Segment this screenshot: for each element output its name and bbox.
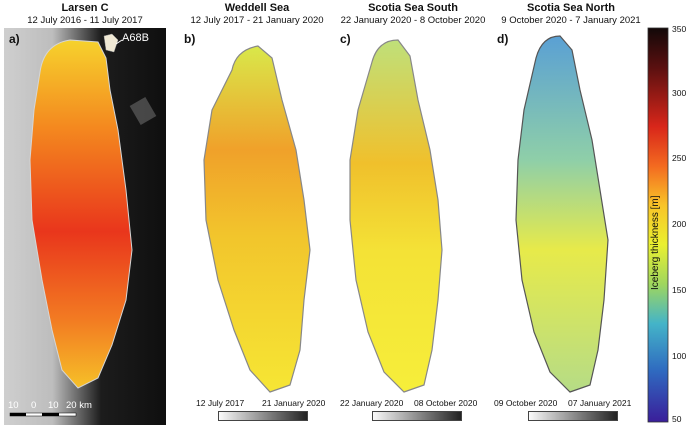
iceberg-shape-c [349, 39, 443, 393]
scale-label-0: 0 [31, 400, 37, 411]
timebar-d-start: 09 October 2020 [494, 398, 558, 408]
a68b-pointer [115, 39, 123, 45]
timebar-d-end: 07 January 2021 [568, 398, 632, 408]
panel-title-d: Scotia Sea North [526, 2, 616, 14]
timebar-c-start: 22 January 2020 [340, 398, 404, 408]
panel-title-c: Scotia Sea South [368, 2, 458, 14]
iceberg-shape-a [29, 39, 133, 389]
panel-subtitle-d: 9 October 2020 - 7 January 2021 [501, 15, 641, 26]
a68b-label: A68B [122, 32, 149, 44]
scale-label-10: 10 [48, 400, 59, 411]
panel-title-a: Larsen C [61, 2, 109, 14]
colorbar-tick-200: 200 [672, 219, 687, 229]
timebar-b [218, 411, 308, 421]
a68b-fragment [103, 33, 119, 53]
colorbar-tick-50: 50 [672, 414, 682, 424]
panel-subtitle-a: 12 July 2016 - 11 July 2017 [27, 15, 143, 26]
panel-letter-c: c) [340, 32, 351, 46]
scale-label-20km: 20 km [66, 400, 92, 411]
panel-letter-b: b) [184, 32, 196, 46]
colorbar-tick-100: 100 [672, 351, 687, 361]
colorbar-tick-350: 350 [672, 24, 687, 34]
iceberg-shape-d [515, 35, 609, 393]
panel-letter-d: d) [497, 32, 509, 46]
timebar-c [372, 411, 462, 421]
panel-subtitle-c: 22 January 2020 - 8 October 2020 [340, 15, 486, 26]
colorbar-tick-300: 300 [672, 88, 687, 98]
panel-title-b: Weddell Sea [224, 2, 290, 14]
colorbar-tick-250: 250 [672, 153, 687, 163]
scale-bar [9, 412, 77, 417]
colorbar-tick-150: 150 [672, 285, 687, 295]
timebar-d [528, 411, 618, 421]
colorbar [647, 27, 669, 423]
timebar-b-start: 12 July 2017 [196, 398, 245, 408]
timebar-b-end: 21 January 2020 [262, 398, 326, 408]
panel-letter-a: a) [9, 32, 20, 46]
iceberg-shape-b [203, 45, 311, 393]
colorbar-label: Iceberg thickness [m] [650, 195, 661, 290]
panel-subtitle-b: 12 July 2017 - 21 January 2020 [190, 15, 324, 26]
timebar-c-end: 08 October 2020 [414, 398, 478, 408]
scale-label-10-left: 10 [8, 400, 19, 411]
